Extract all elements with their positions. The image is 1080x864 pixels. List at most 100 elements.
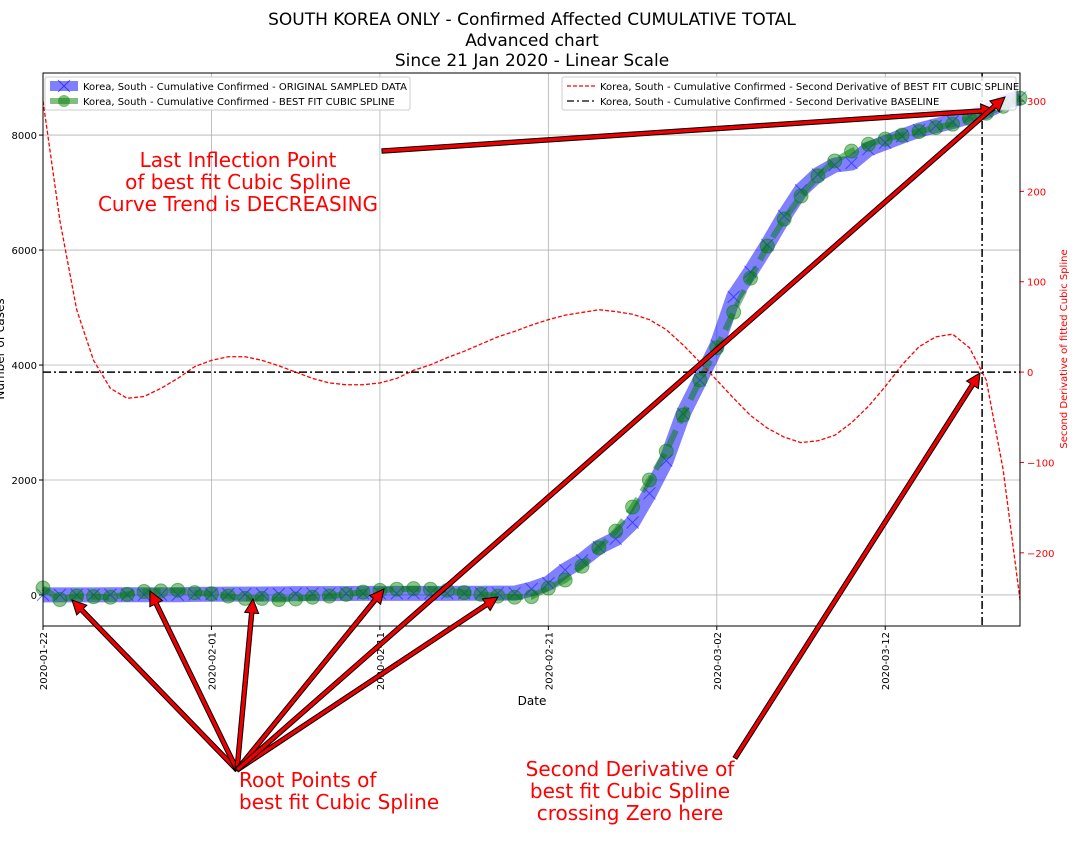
fit-marker — [254, 590, 270, 606]
fit-marker — [844, 143, 860, 159]
fit-marker — [759, 238, 775, 254]
derivative-line — [42, 100, 1021, 600]
annotation-arrow — [381, 103, 997, 154]
annotation-arrow — [235, 596, 499, 773]
y2-tick-label: 0 — [1027, 368, 1033, 379]
fit-marker — [726, 304, 742, 320]
annotation-arrow — [149, 589, 240, 772]
fit-marker — [406, 581, 422, 597]
x-tick-label: 2020-02-21 — [544, 632, 555, 690]
y-tick-label: 4000 — [12, 361, 37, 372]
fit-marker — [86, 589, 102, 605]
annotation-text: Root Points of — [239, 768, 377, 792]
legend-swatch — [57, 79, 71, 93]
fit-marker — [540, 580, 556, 596]
x-marker — [626, 516, 639, 529]
fit-marker — [574, 558, 590, 574]
fit-marker — [456, 585, 472, 601]
fit-marker — [271, 592, 287, 608]
fit-marker — [220, 588, 236, 604]
x-tick-label: 2020-02-11 — [376, 632, 387, 690]
y2-tick-label: 300 — [1027, 97, 1046, 108]
fit-marker — [827, 153, 843, 169]
fit-marker — [625, 499, 641, 515]
chart-title: SOUTH KOREA ONLY - Confirmed Affected CU… — [268, 10, 796, 30]
fit-marker — [473, 586, 489, 602]
fit-marker — [170, 582, 186, 598]
annotation-arrow — [234, 588, 385, 773]
fit-marker — [52, 592, 68, 608]
fit-marker — [894, 127, 910, 143]
annotation-text: of best fit Cubic Spline — [125, 170, 351, 194]
fit-marker — [321, 588, 337, 604]
fit-marker — [355, 584, 371, 600]
y-tick-label: 8000 — [12, 131, 37, 142]
x-tick-label: 2020-03-12 — [881, 632, 892, 690]
x-marker — [339, 587, 353, 600]
annotation-text: best fit Cubic Spline — [530, 779, 730, 803]
chart-title: Advanced chart — [465, 31, 599, 51]
annotation-arrow — [234, 96, 1006, 773]
x-tick-label: 2020-03-02 — [713, 632, 724, 690]
annotation-text: Second Derivative of — [526, 757, 736, 781]
fit-marker — [641, 472, 657, 488]
fit-marker — [658, 443, 674, 459]
fit-marker — [675, 407, 691, 423]
y2-tick-label: 200 — [1027, 187, 1046, 198]
x-tick-label: 2020-02-01 — [207, 632, 218, 690]
legend-box — [561, 76, 1017, 111]
y-tick-label: 6000 — [12, 246, 37, 257]
annotation-arrow — [732, 372, 981, 760]
fit-marker — [776, 211, 792, 227]
y2-tick-label: 100 — [1027, 278, 1046, 289]
chart-title: Since 21 Jan 2020 - Linear Scale — [395, 51, 669, 71]
fit-marker — [911, 124, 927, 140]
y2-axis-label: Second Derivative of fitted Cubic Spline — [1059, 249, 1070, 448]
legend-swatch — [58, 95, 70, 107]
fit-marker — [187, 585, 203, 601]
y2-tick-label: −100 — [1027, 458, 1054, 469]
fit-marker — [928, 120, 944, 136]
fit-marker — [422, 581, 438, 597]
fit-marker — [524, 589, 539, 605]
legend-label: Korea, South - Cumulative Confirmed - Se… — [600, 82, 1019, 93]
fit-marker — [860, 136, 876, 152]
y-tick-label: 2000 — [12, 476, 37, 487]
fit-marker — [288, 591, 304, 607]
annotation-text: Curve Trend is DECREASING — [98, 192, 378, 216]
legend-label: Korea, South - Cumulative Confirmed - Se… — [600, 97, 939, 108]
fit-marker — [338, 586, 354, 602]
fit-marker — [793, 188, 809, 204]
fit-marker — [877, 131, 893, 147]
fit-marker — [608, 523, 624, 539]
fit-marker — [305, 589, 321, 605]
fit-marker — [692, 372, 708, 388]
annotation-text: crossing Zero here — [537, 801, 724, 825]
fit-marker — [153, 583, 169, 599]
fit-marker — [203, 586, 219, 602]
fit-line — [41, 95, 1022, 603]
annotation-text: Last Inflection Point — [140, 148, 337, 172]
annotation-text: best fit Cubic Spline — [239, 790, 439, 814]
annotation-arrow — [71, 599, 240, 773]
fit-marker — [591, 540, 607, 556]
legend-label: Korea, South - Cumulative Confirmed - BE… — [83, 97, 395, 108]
fit-marker — [69, 588, 85, 604]
fit-marker — [557, 572, 573, 588]
legend-box — [44, 76, 411, 111]
fit-marker — [810, 168, 826, 184]
plot-frame — [42, 72, 1021, 627]
fit-marker — [237, 590, 253, 606]
y-tick-label: 0 — [31, 591, 37, 602]
y-axis-label: Number of cases — [0, 298, 7, 399]
y2-tick-label: −200 — [1027, 549, 1054, 560]
annotation-arrow — [234, 597, 260, 771]
fit-marker — [945, 116, 961, 132]
fit-marker — [119, 586, 135, 602]
fit-marker — [102, 589, 118, 605]
fit-marker — [507, 589, 523, 605]
fit-marker — [742, 270, 758, 286]
x-marker — [609, 532, 623, 546]
